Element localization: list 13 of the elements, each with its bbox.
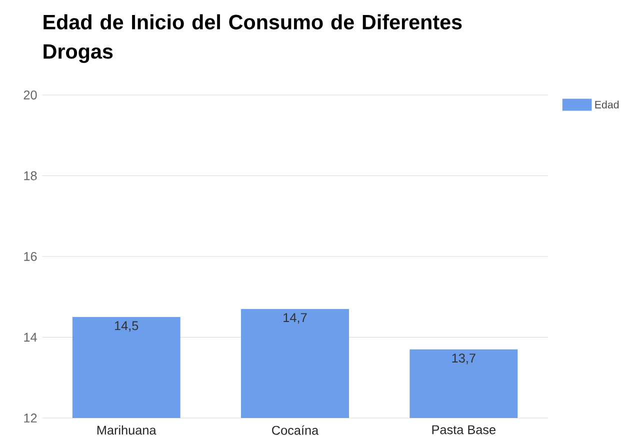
data-label: 14,7: [284, 313, 307, 324]
y-tick-label: 16: [24, 252, 37, 261]
x-tick-label: Pasta Base: [432, 425, 496, 434]
x-tick-label: Marihuana: [97, 425, 156, 435]
x-tick-label: Cocaína: [272, 425, 319, 435]
data-label: 14,5: [114, 321, 138, 332]
data-label: 13,7: [452, 354, 476, 364]
y-tick-label: 12: [24, 414, 37, 422]
y-tick-label: 20: [24, 90, 37, 100]
y-tick-label: 18: [24, 171, 37, 180]
chart-title: Edad de Inicio del Consumo de Diferentes Drogas: [44, 14, 462, 63]
y-tick-label: 14: [24, 332, 37, 342]
legend-label: Edad: [595, 100, 619, 108]
